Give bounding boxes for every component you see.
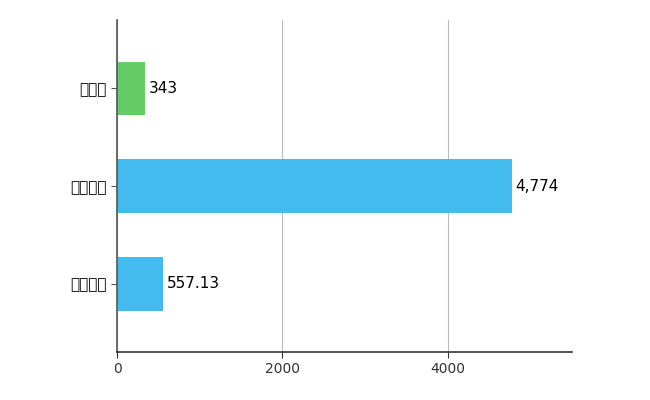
- Text: 557.13: 557.13: [166, 276, 220, 291]
- Bar: [117, 159, 512, 213]
- Text: 4,774: 4,774: [515, 178, 558, 194]
- Bar: [117, 62, 146, 115]
- Bar: [117, 257, 163, 310]
- Text: 343: 343: [149, 81, 178, 96]
